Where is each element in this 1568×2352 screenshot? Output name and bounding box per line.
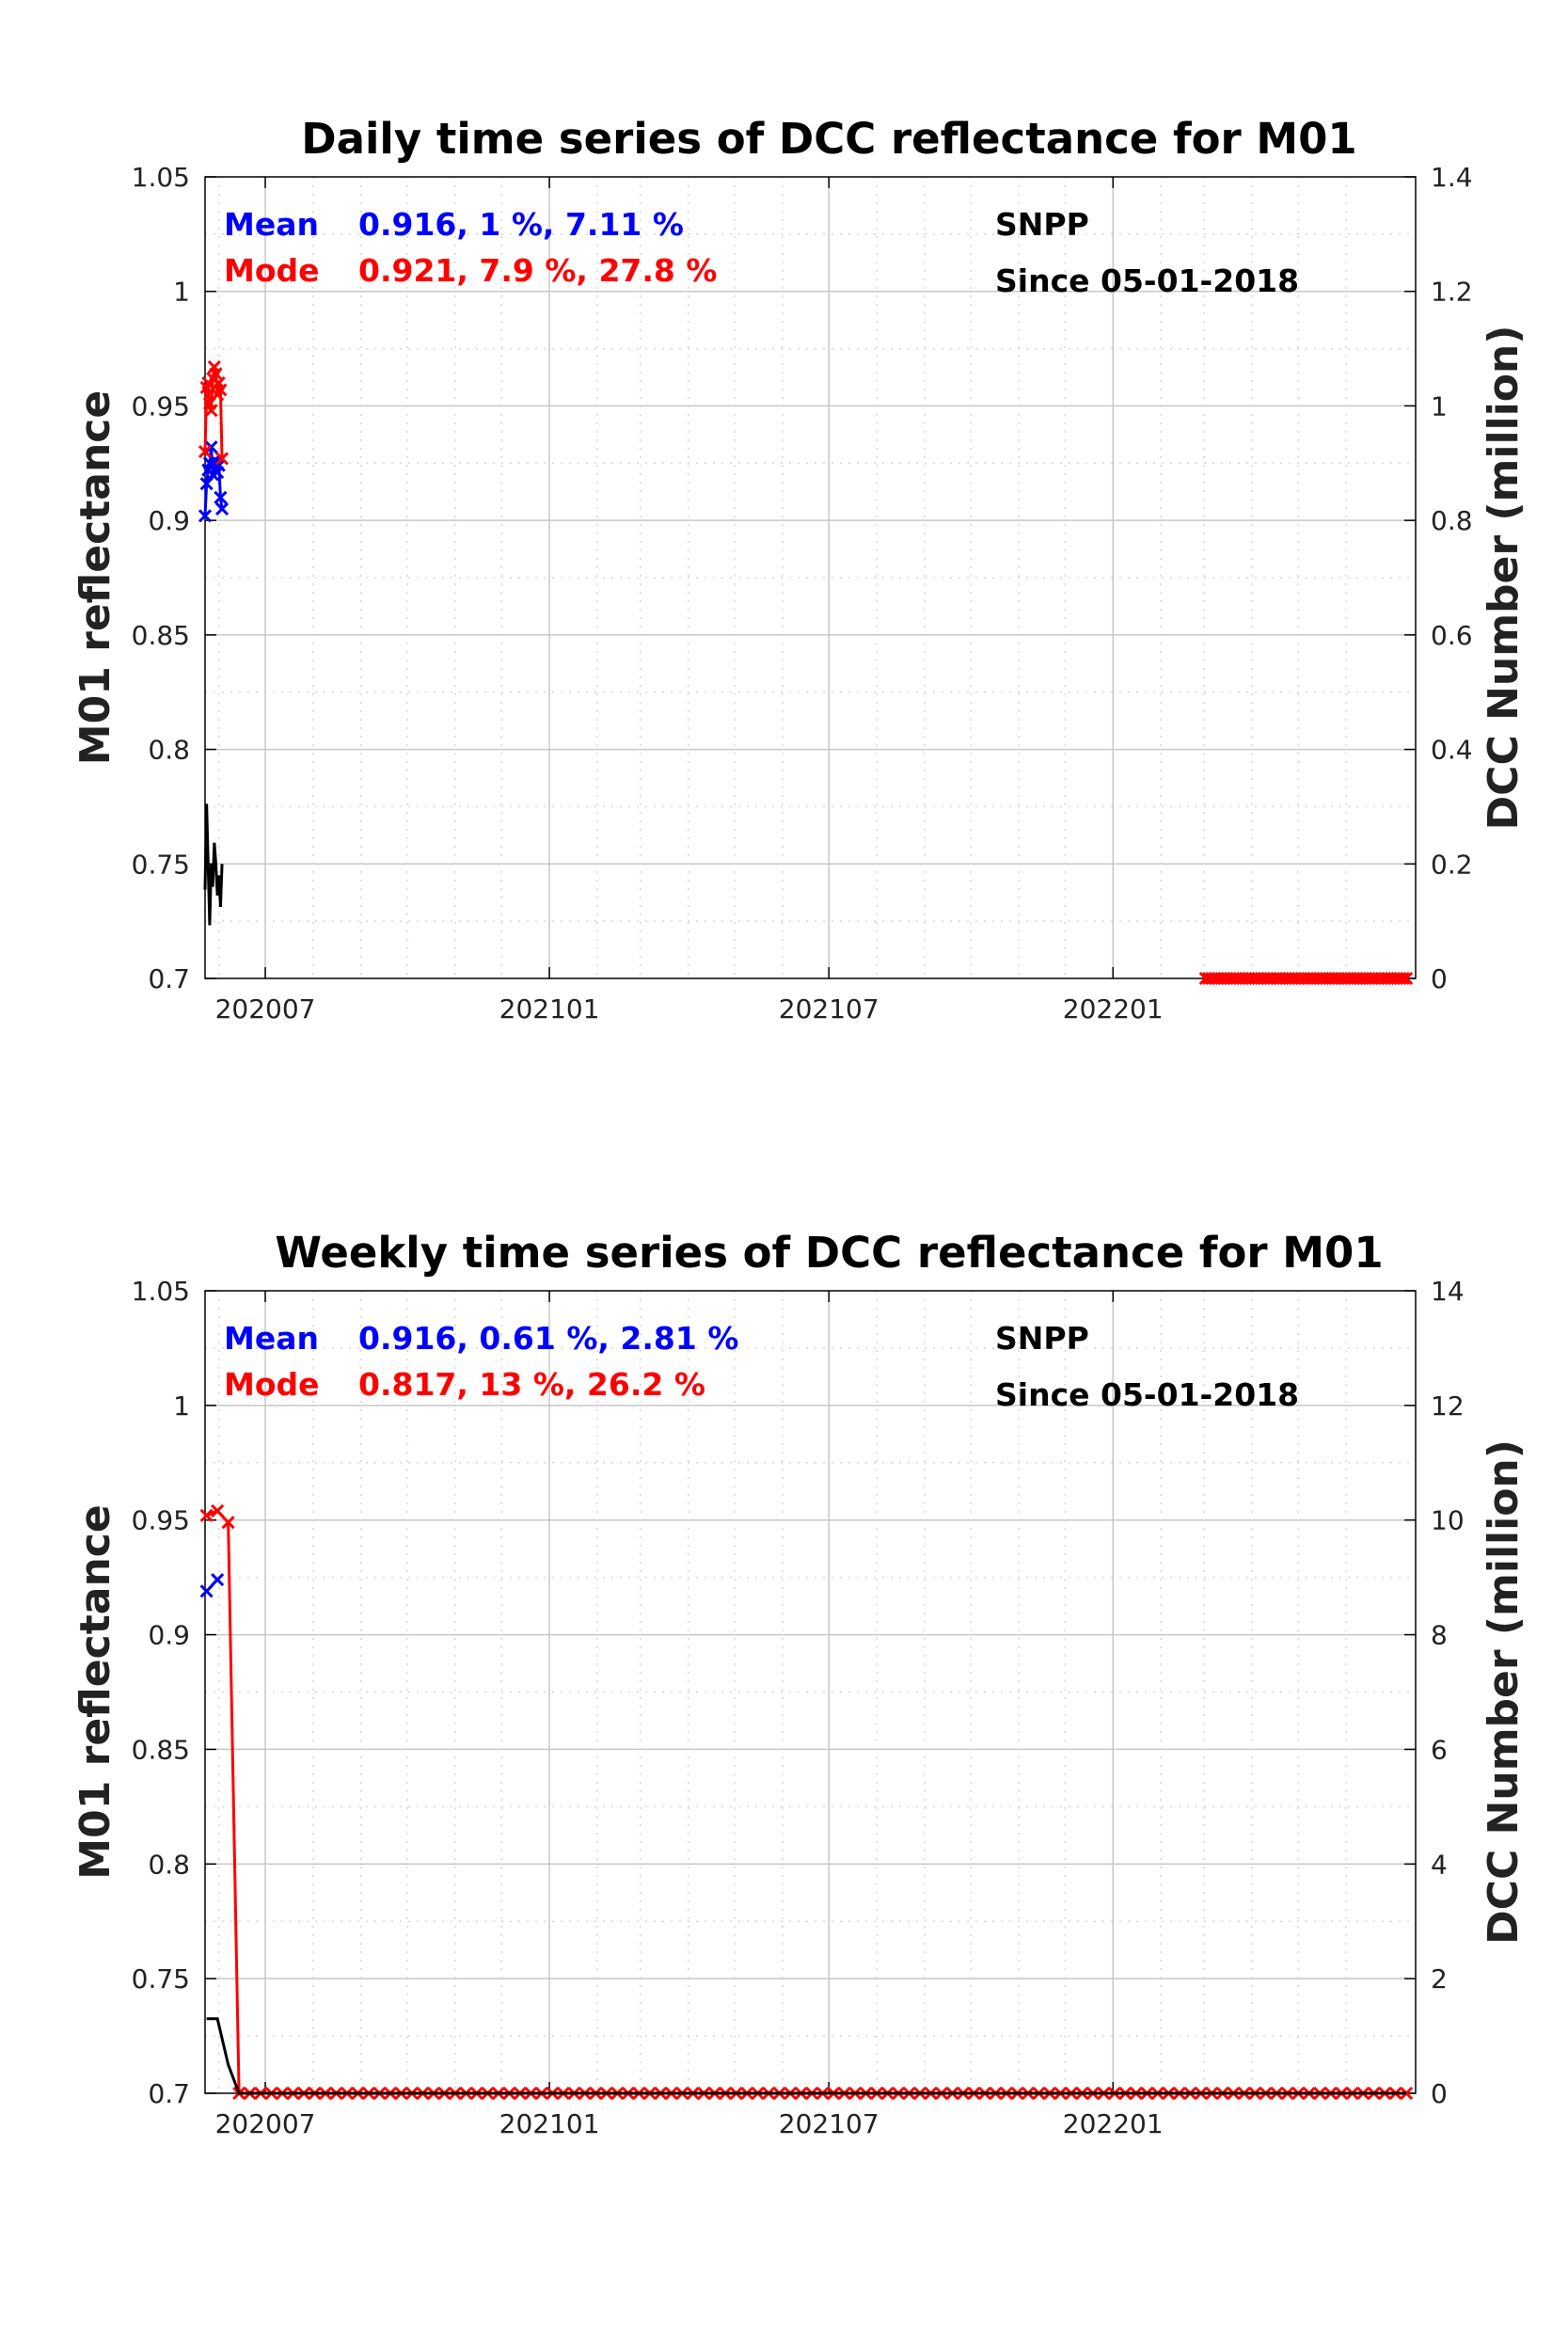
y-tick-label: 0.8: [148, 735, 190, 766]
chart-title: Daily time series of DCC reflectance for…: [301, 114, 1357, 164]
mode-series: [198, 359, 230, 466]
y-axis-label: M01 reflectance: [71, 1504, 119, 1879]
satellite-name: SNPP: [995, 1320, 1089, 1357]
mode-series: [1198, 971, 1414, 986]
mean-label: Mean: [224, 1320, 319, 1357]
mean-point: [198, 509, 213, 523]
weekly-chart-panel: Weekly time series of DCC reflectance fo…: [71, 1228, 1528, 2139]
x-tick-label: 202101: [499, 2108, 600, 2139]
plot-area-frame: [204, 176, 1417, 979]
mode-point: [199, 1508, 214, 1522]
mode-point: [198, 445, 213, 459]
mean-point: [214, 490, 228, 504]
y-axis-label: M01 reflectance: [71, 390, 119, 765]
y2-tick-label: 1: [1431, 390, 1448, 421]
y2-tick-label: 0.4: [1431, 735, 1473, 766]
y2-tick-label: 6: [1431, 1734, 1448, 1765]
y2-tick-label: 0.6: [1431, 620, 1473, 651]
x-tick-label: 202007: [215, 2108, 316, 2139]
y-tick-label: 0.7: [148, 963, 190, 994]
mean-stats: 0.916, 0.61 %, 2.81 %: [358, 1320, 738, 1357]
mean-series: [199, 1573, 225, 1598]
mode-point: [204, 404, 218, 418]
mode-point: [221, 1516, 235, 1530]
x-tick-label: 202107: [779, 2108, 879, 2139]
y-tick-label: 0.85: [132, 620, 190, 651]
grid: [205, 177, 1416, 978]
mode-point: [209, 367, 223, 381]
mean-label: Mean: [224, 206, 319, 243]
mode-stats: 0.817, 13 %, 26.2 %: [358, 1366, 705, 1403]
mode-point: [1400, 971, 1414, 986]
y2-tick-label: 12: [1431, 1391, 1465, 1422]
y-tick-label: 0.95: [132, 1505, 190, 1536]
mean-point: [212, 458, 226, 472]
y2-tick-label: 0.2: [1431, 849, 1473, 880]
daily-chart-panel: Daily time series of DCC reflectance for…: [71, 114, 1528, 1025]
mean-point: [199, 477, 214, 491]
y-tick-label: 1: [173, 1391, 190, 1422]
y2-tick-label: 14: [1431, 1276, 1465, 1307]
y2-tick-label: 0: [1431, 963, 1448, 994]
grid: [205, 1291, 1416, 2093]
y2-tick-label: 2: [1431, 1963, 1448, 1994]
mean-stats: 0.916, 1 %, 7.11 %: [358, 206, 684, 243]
mean-point: [211, 1573, 225, 1587]
y2-axis-label: DCC Number (million): [1480, 1439, 1528, 1945]
since-date: Since 05-01-2018: [995, 262, 1299, 299]
mode-point: [214, 452, 230, 466]
mean-series: [198, 440, 230, 523]
x-tick-label: 202107: [779, 993, 879, 1025]
y-tick-label: 0.75: [132, 849, 190, 880]
y-tick-label: 1.05: [132, 1276, 190, 1307]
y2-axis-label: DCC Number (million): [1480, 326, 1528, 831]
mode-label: Mode: [224, 1366, 320, 1403]
y2-tick-label: 0: [1431, 2078, 1448, 2109]
y-tick-label: 1: [173, 277, 190, 308]
x-tick-label: 202201: [1063, 993, 1164, 1025]
y2-tick-label: 1.2: [1431, 277, 1473, 308]
y2-tick-label: 1.4: [1431, 162, 1473, 193]
y-tick-label: 0.95: [132, 390, 190, 421]
y2-tick-label: 0.8: [1431, 505, 1473, 536]
satellite-name: SNPP: [995, 206, 1089, 243]
y-tick-label: 0.7: [148, 2078, 190, 2109]
y-tick-label: 0.8: [148, 1849, 190, 1880]
y-tick-label: 0.85: [132, 1734, 190, 1765]
count-series: [203, 803, 224, 926]
y-tick-label: 0.75: [132, 1963, 190, 1994]
mode-label: Mode: [224, 252, 320, 289]
y2-tick-label: 8: [1431, 1620, 1448, 1651]
since-date: Since 05-01-2018: [995, 1376, 1299, 1413]
count-series-line: [206, 2017, 1407, 2095]
chart-title: Weekly time series of DCC reflectance fo…: [275, 1228, 1383, 1278]
mean-point: [199, 1584, 214, 1598]
mode-point: [211, 1503, 225, 1518]
y-tick-label: 0.9: [148, 1620, 190, 1651]
x-tick-label: 202007: [215, 993, 316, 1025]
y2-tick-label: 4: [1431, 1849, 1448, 1880]
y-tick-label: 0.9: [148, 505, 190, 536]
x-tick-label: 202101: [499, 993, 600, 1025]
y-tick-label: 1.05: [132, 162, 190, 193]
mode-stats: 0.921, 7.9 %, 27.8 %: [358, 252, 717, 289]
count-series-line: [203, 803, 224, 926]
count-series: [206, 2017, 1407, 2095]
y2-tick-label: 10: [1431, 1505, 1465, 1536]
mean-point: [214, 501, 230, 516]
mode-point: [214, 383, 228, 397]
mode-point: [1396, 971, 1410, 986]
x-tick-label: 202201: [1063, 2108, 1164, 2139]
